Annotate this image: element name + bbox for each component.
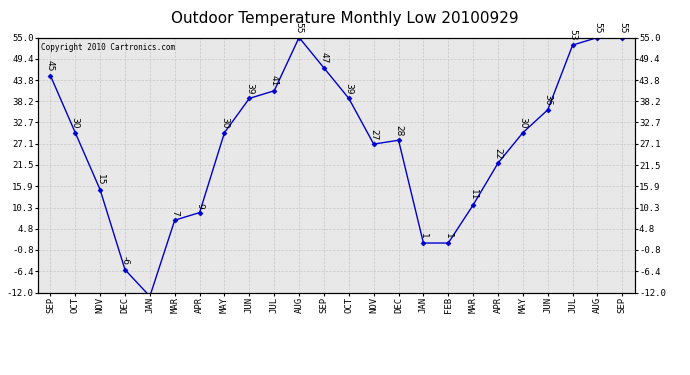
Text: 30: 30	[220, 117, 229, 129]
Text: 11: 11	[469, 189, 477, 201]
Text: 1: 1	[444, 233, 453, 239]
Text: 7: 7	[170, 210, 179, 216]
Text: 47: 47	[319, 53, 328, 64]
Text: 53: 53	[568, 30, 577, 41]
Text: 22: 22	[493, 148, 502, 159]
Text: 55: 55	[618, 22, 627, 33]
Text: -13: -13	[0, 374, 1, 375]
Text: 27: 27	[369, 129, 378, 140]
Text: 36: 36	[543, 94, 552, 106]
Text: 9: 9	[195, 202, 204, 208]
Text: 39: 39	[245, 83, 254, 94]
Text: 45: 45	[46, 60, 55, 71]
Text: 39: 39	[344, 83, 353, 94]
Text: 15: 15	[96, 174, 105, 186]
Text: 28: 28	[394, 125, 403, 136]
Text: -6: -6	[121, 256, 130, 265]
Text: Copyright 2010 Cartronics.com: Copyright 2010 Cartronics.com	[41, 43, 175, 52]
Text: 55: 55	[593, 22, 602, 33]
Text: 1: 1	[419, 233, 428, 239]
Text: 55: 55	[295, 22, 304, 33]
Text: 30: 30	[71, 117, 80, 129]
Text: 30: 30	[518, 117, 527, 129]
Text: Outdoor Temperature Monthly Low 20100929: Outdoor Temperature Monthly Low 20100929	[171, 11, 519, 26]
Text: 41: 41	[270, 75, 279, 87]
